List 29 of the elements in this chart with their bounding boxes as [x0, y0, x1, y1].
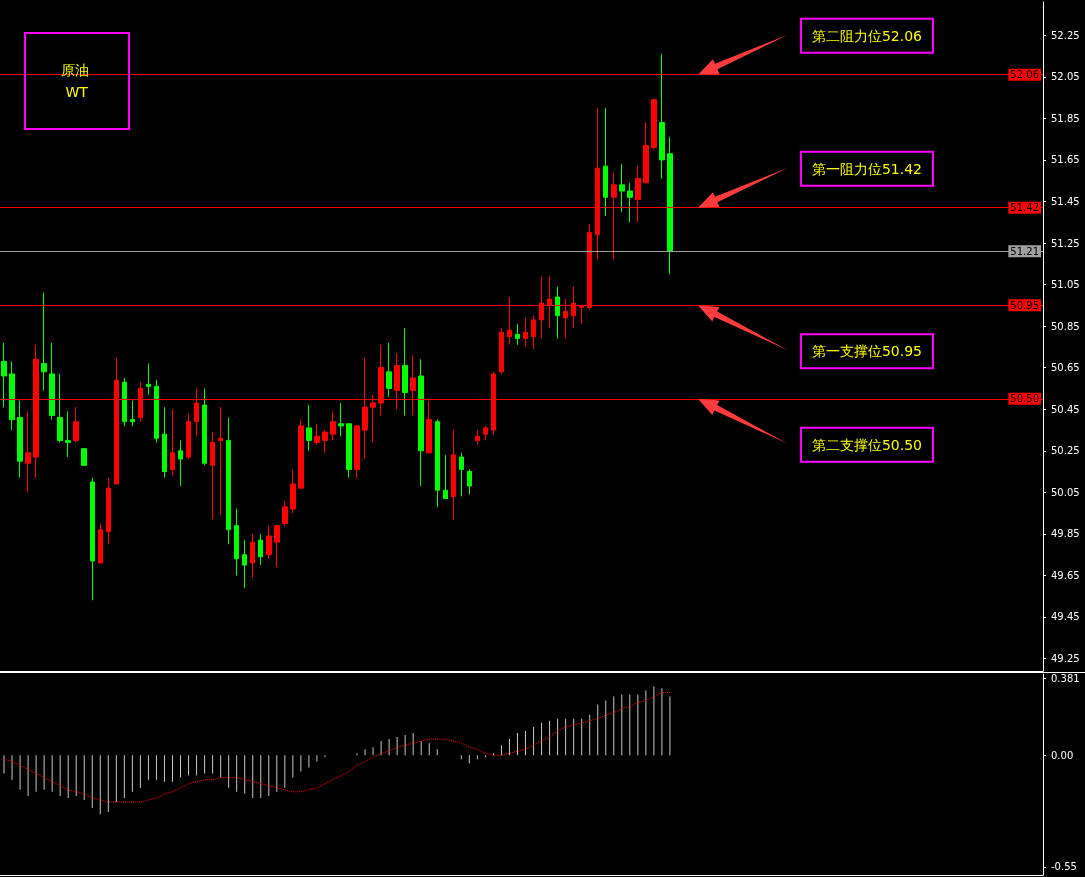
y-tick-label: 52.25 — [1051, 29, 1080, 41]
y-tick-label: 51.05 — [1051, 279, 1080, 291]
y-tick-label: 49.25 — [1051, 653, 1080, 665]
y-tick-label: 50.45 — [1051, 403, 1080, 415]
y-tick-label: 51.25 — [1051, 237, 1080, 249]
y-tick-label: -0.55 — [1051, 861, 1077, 873]
y-tick-label: 49.45 — [1051, 611, 1080, 623]
y-tick-label: 50.65 — [1051, 362, 1080, 374]
ref-line-label: 51.42 — [1010, 202, 1039, 214]
ref-line-label: 51.21 — [1010, 245, 1039, 257]
y-tick-label: 49.85 — [1051, 528, 1080, 540]
y-tick-label: 50.05 — [1051, 486, 1080, 498]
y-tick-label: 51.85 — [1051, 112, 1080, 124]
ref-line-label: 50.95 — [1010, 299, 1039, 311]
y-tick-label: 51.45 — [1051, 195, 1080, 207]
y-tick-label: 52.05 — [1051, 71, 1080, 83]
y-tick-label: 51.65 — [1051, 154, 1080, 166]
annotation: 第一支撑位50.95 — [811, 343, 923, 360]
y-tick-label: 0.381 — [1051, 672, 1080, 684]
y-tick-label: 49.65 — [1051, 569, 1080, 581]
y-tick-label: 50.25 — [1051, 445, 1080, 457]
ref-line-label: 50.50 — [1010, 393, 1039, 405]
annotation: 第一阻力位51.42 — [811, 160, 923, 177]
text: 原油 WT — [61, 62, 89, 100]
annotation: 第二阻力位52.06 — [811, 27, 923, 44]
annotation: 第二支撑位50.50 — [811, 436, 923, 453]
ref-line-label: 52.06 — [1010, 69, 1039, 81]
y-tick-label: 0.00 — [1051, 749, 1074, 761]
y-tick-label: 50.85 — [1051, 320, 1080, 332]
